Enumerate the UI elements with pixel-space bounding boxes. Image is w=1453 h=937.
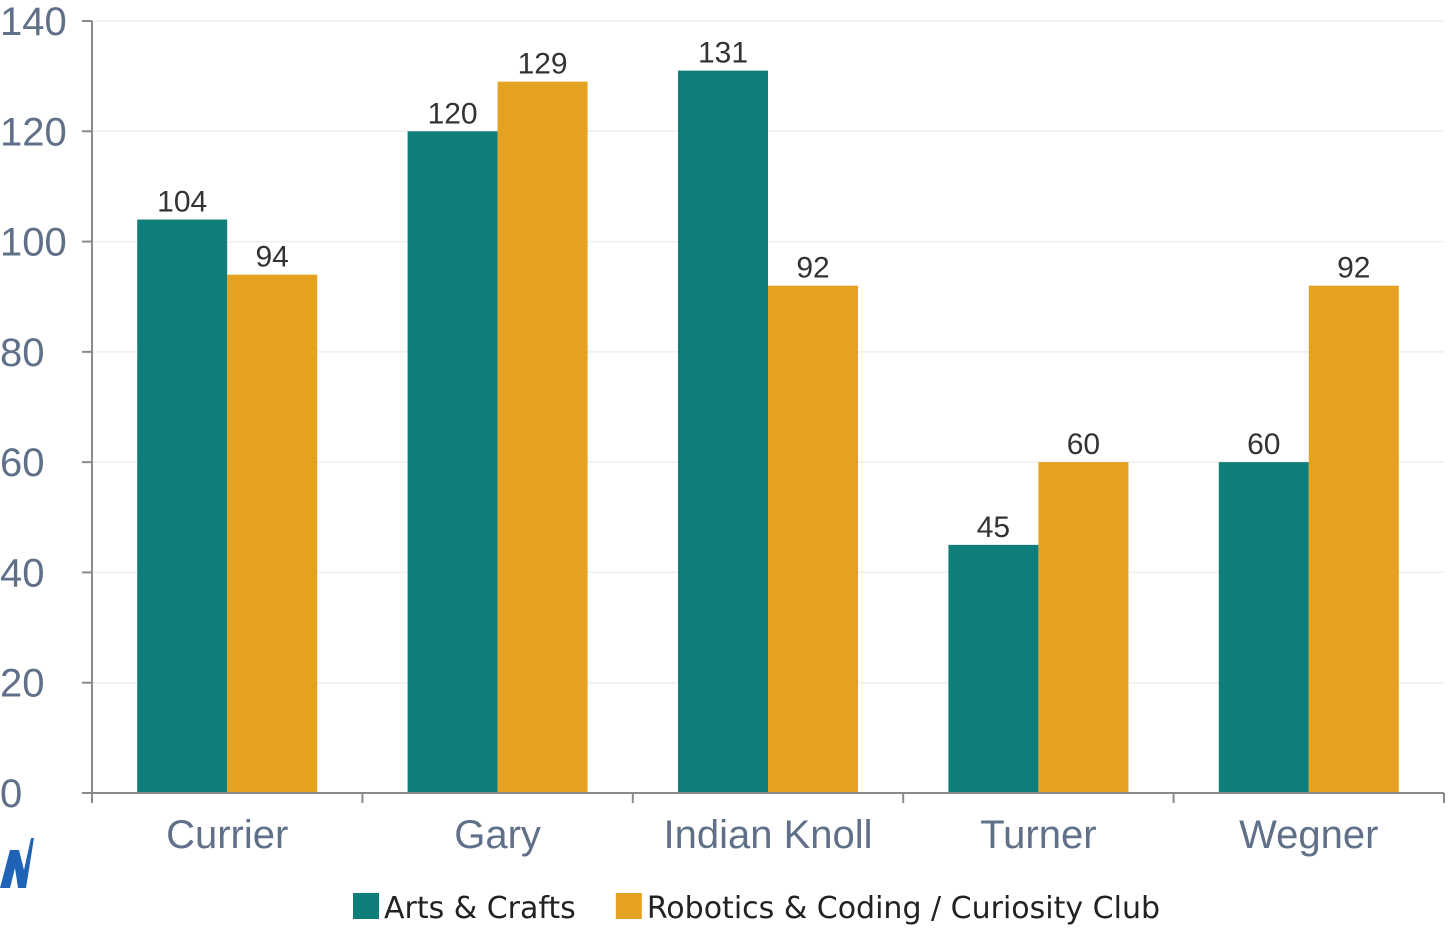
x-category-label: Wegner: [1239, 813, 1378, 857]
y-tick-label: 120: [0, 110, 67, 154]
y-axis-ticks: 0 20 40 60 80 100 120 140: [0, 0, 92, 816]
bar: [678, 70, 768, 794]
logo-icon: [0, 838, 34, 888]
legend-label: Robotics & Coding / Curiosity Club: [647, 891, 1160, 926]
x-category-label: Indian Knoll: [663, 813, 872, 857]
bar: [1218, 462, 1309, 793]
data-label: 94: [256, 241, 289, 274]
bar: [1038, 462, 1129, 793]
y-tick-label: 0: [0, 772, 22, 816]
legend: Arts & Crafts Robotics & Coding / Curiosi…: [353, 891, 1160, 926]
data-label: 60: [1067, 428, 1100, 461]
bar: [407, 131, 498, 794]
bar: [768, 285, 858, 793]
data-label: 92: [1337, 252, 1370, 285]
data-label: 60: [1247, 428, 1280, 461]
data-label: 92: [796, 252, 829, 285]
x-category-label: Currier: [166, 813, 288, 857]
legend-swatch: [615, 893, 642, 919]
data-label: 131: [698, 37, 748, 70]
bar: [1308, 285, 1399, 793]
bar: [137, 219, 228, 793]
x-axis-ticks: Currier Gary Indian Knoll Turner Wegner: [91, 793, 1445, 857]
data-label: 45: [977, 511, 1010, 544]
y-tick-label: 20: [0, 662, 45, 706]
y-tick-label: 140: [0, 0, 67, 44]
bars: [137, 70, 1399, 794]
y-tick-label: 100: [0, 221, 67, 265]
y-tick-label: 80: [0, 331, 45, 375]
x-category-label: Turner: [980, 813, 1096, 857]
legend-label: Arts & Crafts: [384, 891, 576, 926]
data-label: 120: [428, 97, 478, 130]
x-category-label: Gary: [454, 813, 541, 857]
legend-swatch: [353, 893, 379, 919]
y-tick-label: 60: [0, 441, 45, 485]
axes: [91, 21, 1444, 794]
y-tick-label: 40: [0, 551, 45, 595]
bar: [227, 274, 318, 794]
data-label: 104: [157, 186, 207, 219]
bar: [948, 544, 1039, 793]
data-label: 129: [518, 48, 568, 81]
bar: [497, 81, 588, 793]
data-labels: 104 94 120 129 131 92 45 60 60 92: [157, 37, 1370, 544]
